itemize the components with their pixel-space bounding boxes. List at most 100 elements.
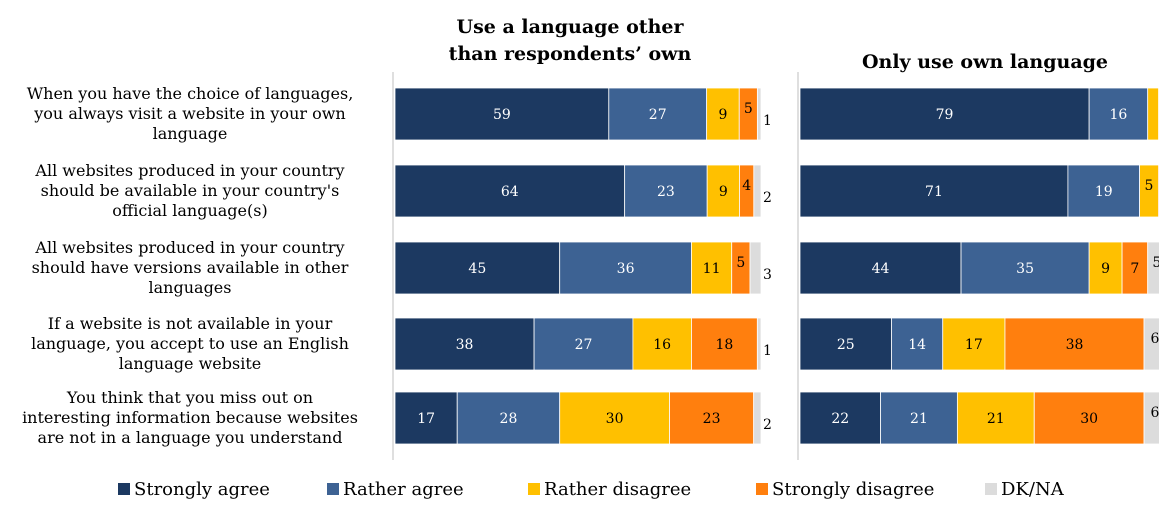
bar-segment [394,87,610,141]
data-label: 16 [653,337,671,353]
bar-segment [608,87,708,141]
data-label: 35 [1016,261,1034,277]
category-label: languages [149,278,232,297]
legend-swatch [118,483,130,495]
bar-segment [706,164,740,218]
data-label: 36 [617,261,635,277]
data-label: 14 [908,337,926,353]
data-label: 3 [763,267,772,283]
bar-segment [1143,391,1159,445]
bar-segment [1147,241,1159,295]
bar-segment [756,317,762,371]
data-label: 9 [1101,261,1110,277]
legend-entry: Rather agree [343,479,464,500]
category-label: All websites produced in your country [34,161,344,180]
data-label: 1 [763,113,772,129]
legend-entry: Strongly disagree [772,479,934,500]
legend-entry: Rather disagree [544,479,691,500]
bar-segment [799,317,892,371]
data-label: 45 [468,261,486,277]
data-label: 2 [763,417,772,433]
data-label: 27 [575,337,593,353]
data-label: 5 [744,101,753,117]
bar-segment [1067,164,1140,218]
bar-segment [1088,241,1123,295]
legend-swatch [528,483,540,495]
category-label: All websites produced in your country [34,238,344,257]
data-label: 21 [987,411,1005,427]
data-label: 30 [606,411,624,427]
data-label: 1 [763,343,772,359]
legend: Strongly agree Rather agree Rather disagre… [118,479,1065,500]
bar-segment [956,391,1035,445]
bar-segment [624,164,708,218]
bar-segment [394,164,626,218]
bar-segment [1147,87,1159,141]
data-label: 19 [1095,184,1113,200]
category-label: should have versions available in other [32,258,349,277]
data-label: 2 [763,190,772,206]
bar-segment [456,391,561,445]
panel-title: Use a language other [457,16,685,38]
bar-segment [394,391,458,445]
category-label: language, you accept to use an English [31,334,349,353]
panel-title: Only use own language [862,51,1108,73]
category-label: language [153,124,228,143]
data-label: 21 [910,411,928,427]
data-label: 9 [718,107,727,123]
data-label: 5 [736,255,745,271]
data-label: 44 [872,261,890,277]
panel-2: Only use own language7916327119524435975… [797,51,1159,460]
category-label: You think that you miss out on [66,388,313,407]
data-label: 6 [1151,405,1159,421]
category-label: language website [119,354,261,373]
data-label: 25 [837,337,855,353]
bar-segment [799,241,962,295]
category-label: interesting information because websites [22,408,358,427]
panel-title: than respondents’ own [449,43,692,65]
data-label: 5 [1145,178,1154,194]
data-label: 16 [1110,107,1128,123]
bar-segment [891,317,944,371]
bar-segment [691,317,758,371]
data-label: 22 [831,411,849,427]
bar-segment [753,391,762,445]
bar-segment [1088,87,1149,141]
category-label: you always visit a website in your own [33,104,345,123]
data-label: 11 [703,261,721,277]
bar-segment [799,87,1090,141]
bar-segment [632,317,692,371]
bar-segment [706,87,740,141]
bar-segment [559,391,670,445]
legend-swatch [985,483,997,495]
legend-entry: DK/NA [1001,479,1065,500]
bar-segment [533,317,634,371]
data-label: 38 [456,337,474,353]
data-label: 38 [1066,337,1084,353]
panel-1: Use a language other than respondents’ ow… [392,16,772,460]
data-label: 17 [965,337,983,353]
data-label: 4 [742,178,751,194]
bar-segment [749,241,762,295]
category-label: official language(s) [112,201,267,220]
data-label: 59 [493,107,511,123]
bar-segment [669,391,755,445]
bar-segment [394,317,535,371]
bar-segment [799,164,1069,218]
legend-swatch [756,483,768,495]
data-label: 28 [500,411,518,427]
data-label: 27 [649,107,667,123]
legend-entry: Strongly agree [134,479,270,500]
data-label: 23 [703,411,721,427]
category-label: should be available in your country's [41,181,340,200]
bar-segment [880,391,958,445]
bar-segment [1121,241,1149,295]
data-label: 23 [657,184,675,200]
data-label: 5 [1152,255,1159,271]
data-label: 79 [936,107,954,123]
data-label: 71 [925,184,943,200]
data-label: 64 [501,184,519,200]
category-label: When you have the choice of languages, [27,84,354,103]
bar-segment [1143,317,1159,371]
